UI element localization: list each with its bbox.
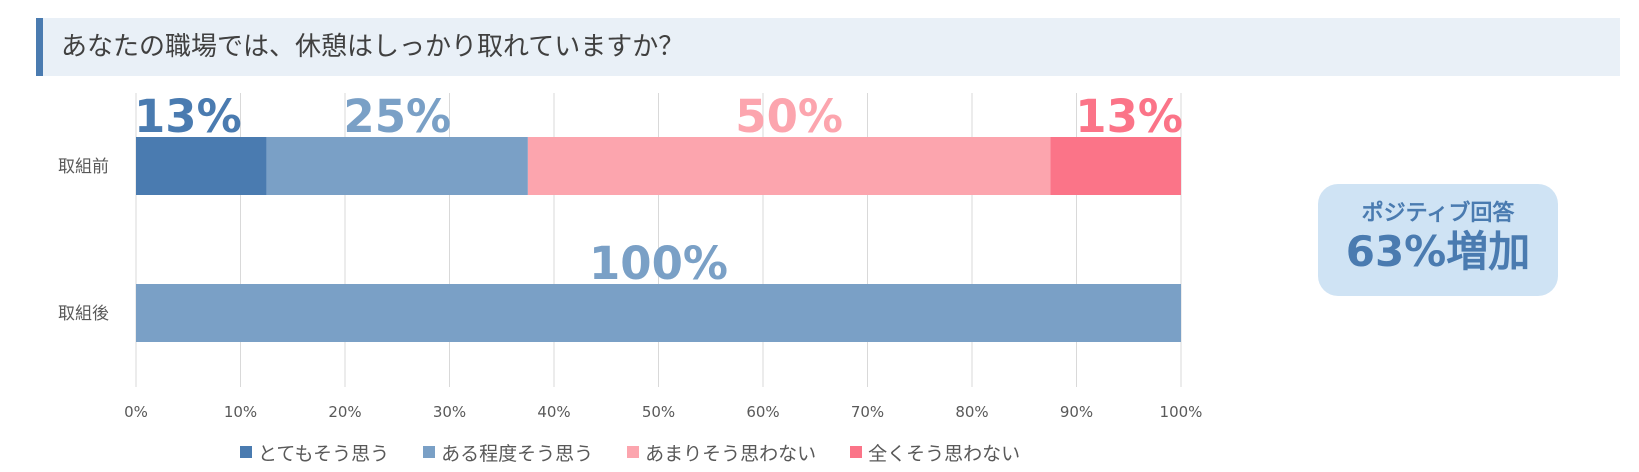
- legend-item: 全くそう思わない: [850, 439, 1020, 466]
- data-label: 13%: [134, 90, 242, 143]
- x-axis-ticks: 0% 10% 20% 30% 40% 50% 60% 70% 80% 90% 100%: [124, 403, 1202, 421]
- chart-title: あなたの職場では、休憩はしっかり取れていますか？: [61, 32, 685, 62]
- legend-item: あまりそう思わない: [627, 439, 816, 466]
- legend-swatch: [850, 446, 863, 458]
- bar-segment: [266, 137, 528, 195]
- x-tick-label: 50%: [642, 403, 675, 421]
- chart-legend: とてもそう思う ある程度そう思う あまりそう思わない 全くそう思わない: [240, 439, 1020, 466]
- legend-swatch: [627, 446, 640, 458]
- data-labels: 13% 25% 50% 13% 100%: [134, 90, 1183, 290]
- x-tick-label: 80%: [955, 403, 988, 421]
- category-label: 取組後: [58, 304, 109, 324]
- data-label: 50%: [735, 90, 843, 143]
- bar-segment: [527, 137, 1051, 195]
- x-tick-label: 20%: [328, 403, 361, 421]
- legend-label: あまりそう思わない: [645, 442, 817, 465]
- category-label: 取組前: [58, 157, 109, 177]
- x-tick-label: 90%: [1060, 403, 1093, 421]
- data-label: 25%: [343, 90, 451, 143]
- callout-heading: ポジティブ回答: [1361, 201, 1515, 226]
- bar-segment: [1050, 137, 1181, 195]
- x-tick-label: 10%: [224, 403, 257, 421]
- data-label: 13%: [1075, 90, 1183, 143]
- legend-swatch: [423, 446, 436, 458]
- bar-segment: [136, 137, 267, 195]
- positive-answer-callout: ポジティブ回答 63%増加: [1318, 184, 1558, 296]
- legend-label: 全くそう思わない: [868, 442, 1021, 465]
- legend-item: とてもそう思う: [240, 439, 389, 466]
- bars: [136, 137, 1181, 342]
- legend-item: ある程度そう思う: [423, 439, 593, 466]
- x-tick-label: 30%: [433, 403, 466, 421]
- legend-swatch: [240, 446, 252, 458]
- title-bar: あなたの職場では、休憩はしっかり取れていますか？: [36, 18, 1620, 76]
- x-tick-label: 100%: [1160, 403, 1203, 421]
- bar-segment: [136, 284, 1181, 342]
- callout-value: 63%増加: [1345, 227, 1531, 276]
- legend-label: ある程度そう思う: [441, 442, 594, 465]
- x-tick-label: 0%: [124, 403, 148, 421]
- legend-label: とてもそう思う: [258, 442, 390, 465]
- x-tick-label: 70%: [851, 403, 884, 421]
- x-tick-label: 40%: [537, 403, 570, 421]
- x-tick-label: 60%: [746, 403, 779, 421]
- data-label: 100%: [589, 237, 728, 290]
